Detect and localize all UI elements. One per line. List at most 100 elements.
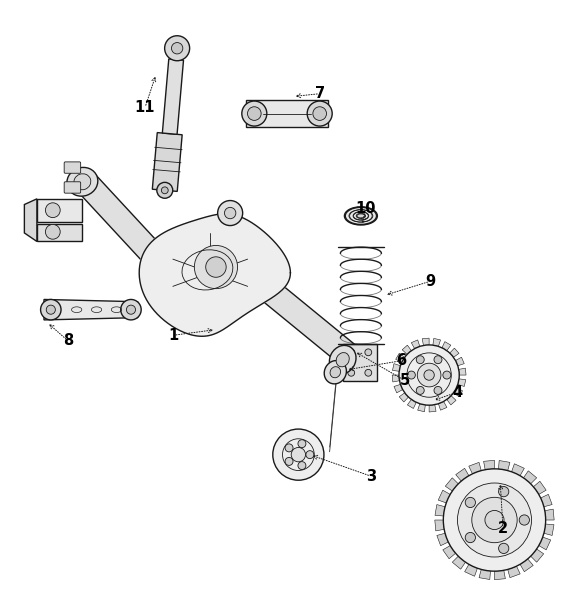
Circle shape — [41, 300, 61, 320]
Polygon shape — [498, 460, 510, 471]
Text: 2: 2 — [498, 521, 508, 536]
Text: 7: 7 — [315, 86, 325, 101]
Text: 5: 5 — [400, 373, 410, 389]
Circle shape — [307, 101, 332, 126]
Polygon shape — [81, 174, 166, 272]
Polygon shape — [408, 399, 416, 409]
Polygon shape — [422, 338, 429, 345]
Text: 11: 11 — [135, 100, 155, 116]
Polygon shape — [435, 505, 445, 516]
Circle shape — [365, 349, 372, 356]
Circle shape — [298, 461, 306, 469]
Polygon shape — [457, 379, 466, 387]
Polygon shape — [402, 345, 412, 354]
Ellipse shape — [344, 207, 377, 225]
Circle shape — [121, 300, 141, 320]
Circle shape — [465, 533, 475, 543]
Polygon shape — [442, 342, 451, 351]
Circle shape — [465, 497, 475, 508]
Polygon shape — [412, 340, 420, 348]
Polygon shape — [437, 533, 448, 546]
Polygon shape — [484, 460, 494, 470]
Polygon shape — [479, 570, 490, 579]
Polygon shape — [469, 462, 481, 474]
Polygon shape — [456, 468, 469, 481]
Polygon shape — [452, 556, 466, 569]
Polygon shape — [343, 344, 377, 381]
Polygon shape — [162, 59, 184, 134]
Circle shape — [126, 305, 135, 314]
Circle shape — [443, 371, 451, 379]
Ellipse shape — [67, 167, 98, 196]
Polygon shape — [400, 393, 409, 402]
Polygon shape — [139, 214, 290, 336]
Circle shape — [306, 451, 314, 458]
Circle shape — [457, 483, 532, 557]
Polygon shape — [418, 404, 425, 412]
Polygon shape — [541, 494, 552, 506]
Circle shape — [224, 207, 236, 219]
Polygon shape — [37, 224, 82, 241]
Ellipse shape — [74, 174, 91, 190]
Circle shape — [273, 429, 324, 480]
Polygon shape — [24, 199, 37, 241]
Circle shape — [416, 356, 424, 364]
Polygon shape — [453, 388, 463, 397]
Polygon shape — [392, 375, 400, 382]
Ellipse shape — [324, 361, 347, 384]
Polygon shape — [44, 300, 138, 320]
Polygon shape — [433, 339, 440, 347]
Polygon shape — [456, 358, 464, 366]
Polygon shape — [435, 520, 444, 531]
Circle shape — [499, 544, 509, 553]
Circle shape — [285, 457, 293, 465]
Polygon shape — [429, 405, 436, 412]
Polygon shape — [539, 537, 550, 550]
Circle shape — [485, 511, 504, 530]
Polygon shape — [447, 396, 456, 405]
Polygon shape — [443, 545, 456, 559]
Circle shape — [285, 444, 293, 452]
Circle shape — [408, 371, 416, 379]
Polygon shape — [445, 478, 458, 491]
Circle shape — [242, 101, 267, 126]
Circle shape — [45, 203, 60, 218]
Circle shape — [348, 370, 355, 376]
Polygon shape — [511, 464, 524, 475]
Ellipse shape — [336, 353, 349, 367]
Text: 9: 9 — [425, 274, 435, 289]
Polygon shape — [394, 384, 403, 393]
Text: 6: 6 — [395, 353, 406, 368]
Polygon shape — [523, 471, 537, 484]
Circle shape — [399, 345, 459, 405]
Circle shape — [519, 515, 529, 525]
Text: 4: 4 — [452, 385, 463, 399]
Polygon shape — [450, 348, 459, 358]
Text: 10: 10 — [355, 201, 376, 216]
Circle shape — [172, 43, 183, 54]
Polygon shape — [464, 564, 478, 576]
Circle shape — [46, 305, 55, 314]
Circle shape — [161, 187, 168, 194]
Polygon shape — [393, 364, 401, 371]
Text: 1: 1 — [168, 328, 179, 343]
Circle shape — [195, 246, 238, 289]
Polygon shape — [459, 368, 466, 375]
Polygon shape — [530, 549, 544, 562]
Ellipse shape — [329, 345, 356, 374]
Polygon shape — [152, 133, 182, 192]
Circle shape — [424, 370, 435, 380]
Circle shape — [298, 440, 306, 447]
Circle shape — [157, 182, 173, 198]
Text: 8: 8 — [63, 333, 73, 348]
Circle shape — [247, 107, 261, 120]
Polygon shape — [545, 509, 554, 520]
Circle shape — [313, 107, 327, 120]
Circle shape — [499, 486, 509, 497]
Polygon shape — [37, 199, 82, 221]
Circle shape — [472, 497, 517, 543]
Circle shape — [417, 363, 441, 387]
FancyBboxPatch shape — [64, 182, 81, 193]
Circle shape — [218, 201, 243, 226]
FancyBboxPatch shape — [64, 162, 81, 173]
